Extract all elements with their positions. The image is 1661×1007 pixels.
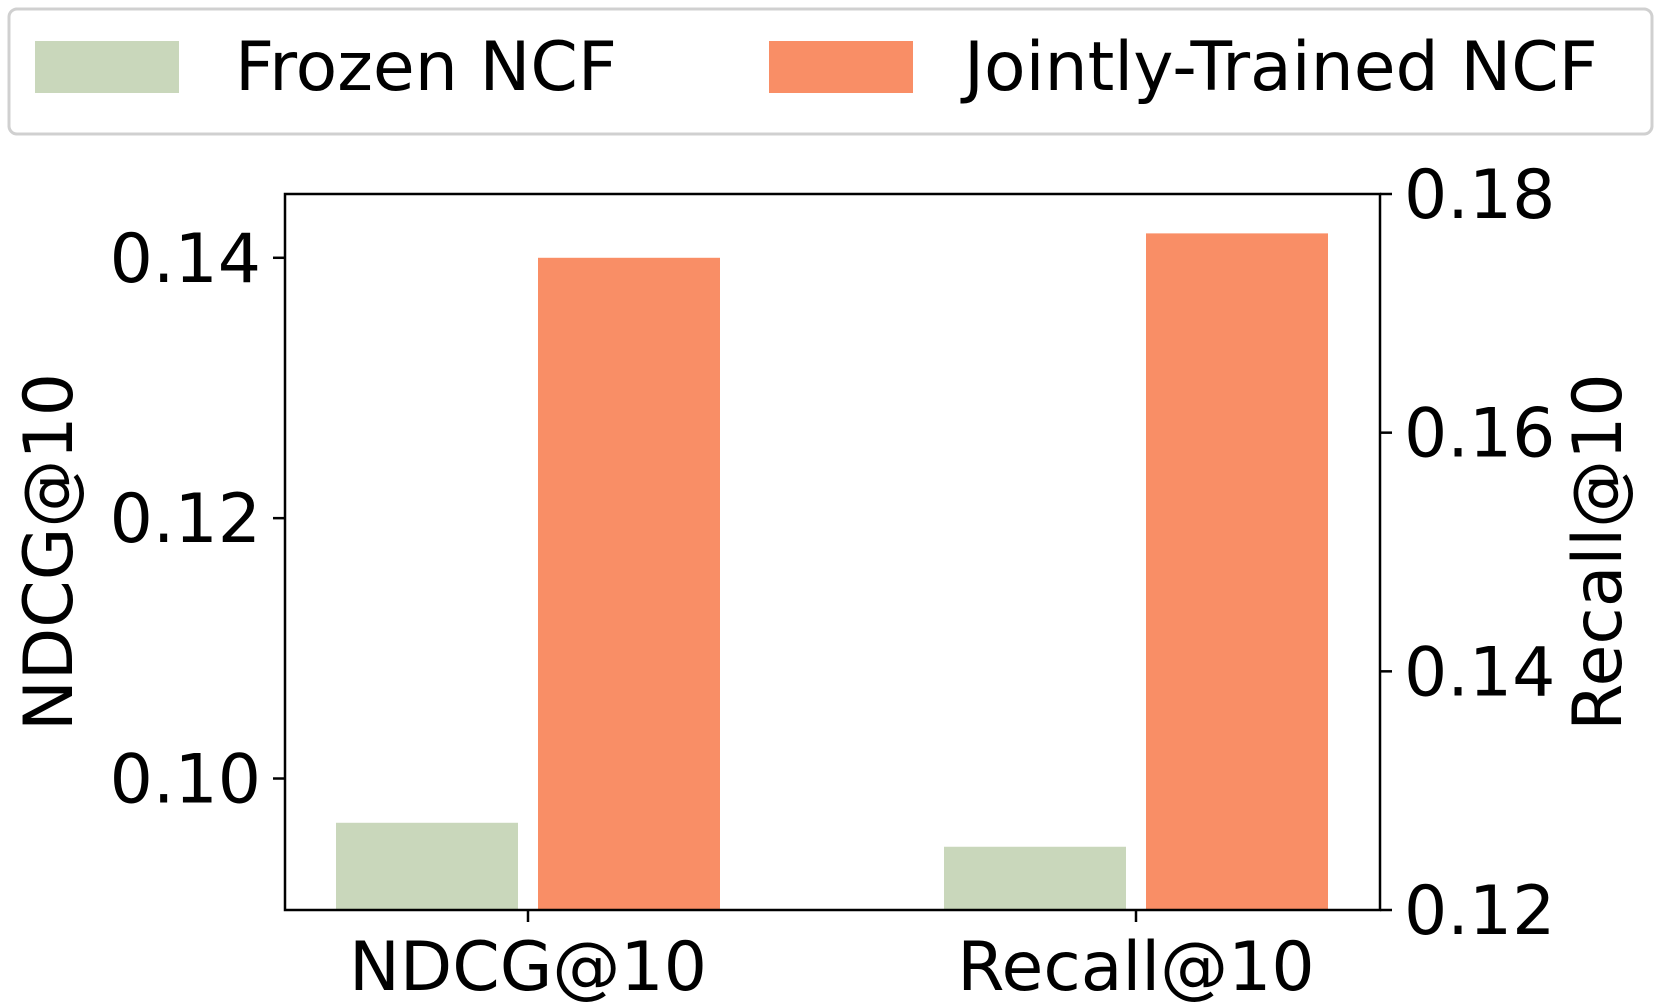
left-axis-label: NDCG@10 [10, 373, 89, 731]
bar-jointly-trained-ncf-recall [1146, 233, 1328, 910]
left-axis: 0.10 0.12 0.14 NDCG@10 [10, 220, 285, 820]
bar-frozen-ncf-recall [944, 846, 1126, 910]
left-tick-label: 0.10 [110, 741, 261, 820]
bars [336, 233, 1328, 911]
legend-swatch-jointly-trained-ncf [769, 41, 913, 93]
bar-jointly-trained-ncf-ndcg [538, 257, 720, 911]
right-tick-label: 0.18 [1404, 156, 1555, 235]
right-tick-label: 0.14 [1404, 633, 1555, 712]
left-tick-label: 0.12 [110, 480, 261, 559]
legend-label-jointly-trained-ncf: Jointly-Trained NCF [960, 28, 1598, 107]
legend-swatch-frozen-ncf [35, 41, 179, 93]
plot-frame [283, 192, 1382, 912]
right-axis-label: Recall@10 [1559, 373, 1638, 730]
x-axis: NDCG@10 Recall@10 [349, 910, 1315, 1007]
right-axis: 0.12 0.14 0.16 0.18 Recall@10 [1380, 156, 1638, 951]
bar-frozen-ncf-ndcg [336, 822, 518, 910]
x-tick-label-recall: Recall@10 [957, 928, 1314, 1007]
x-tick-label-ndcg: NDCG@10 [349, 928, 707, 1007]
legend: Frozen NCF Jointly-Trained NCF [7, 7, 1654, 136]
legend-label-frozen-ncf: Frozen NCF [235, 28, 617, 107]
left-tick-label: 0.14 [110, 220, 261, 299]
right-tick-label: 0.12 [1404, 872, 1555, 951]
right-tick-label: 0.16 [1404, 395, 1555, 474]
